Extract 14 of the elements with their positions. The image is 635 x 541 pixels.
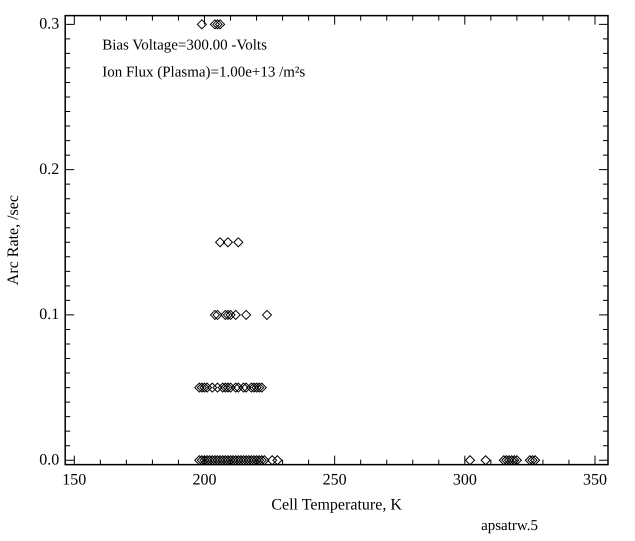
text: apsatrw.5 — [481, 518, 538, 534]
y-axis-title: Arc Rate, /sec — [4, 195, 22, 286]
annotation: Ion Flux (Plasma)=1.00e+13 /m²s — [102, 64, 306, 81]
x-tick-label: 350 — [582, 471, 607, 488]
x-tick-label: 250 — [322, 471, 347, 488]
x-tick-label: 200 — [192, 471, 216, 488]
y-tick-label: 0.0 — [39, 451, 60, 468]
y-tick-label: 0.2 — [39, 160, 60, 178]
x-tick-label: 150 — [62, 471, 86, 488]
y-tick-label: 0.3 — [39, 16, 60, 33]
y-tick-label: 0.1 — [39, 306, 60, 324]
annotation: Bias Voltage=300.00 -Volts — [102, 38, 268, 54]
x-tick-label: 300 — [452, 471, 477, 488]
x-axis-title: Cell Temperature, K — [271, 496, 402, 514]
